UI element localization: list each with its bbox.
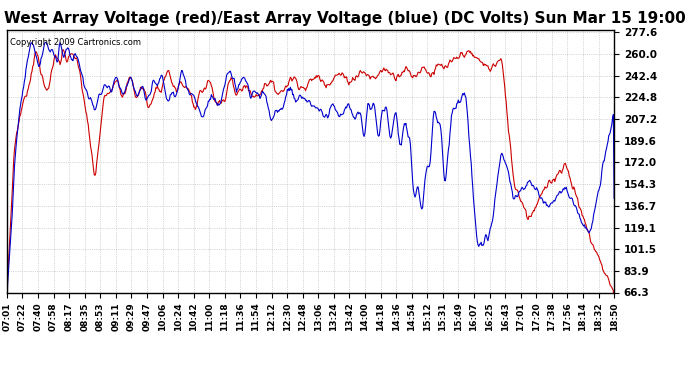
Text: West Array Voltage (red)/East Array Voltage (blue) (DC Volts) Sun Mar 15 19:00: West Array Voltage (red)/East Array Volt… — [4, 11, 686, 26]
Text: Copyright 2009 Cartronics.com: Copyright 2009 Cartronics.com — [10, 38, 141, 47]
